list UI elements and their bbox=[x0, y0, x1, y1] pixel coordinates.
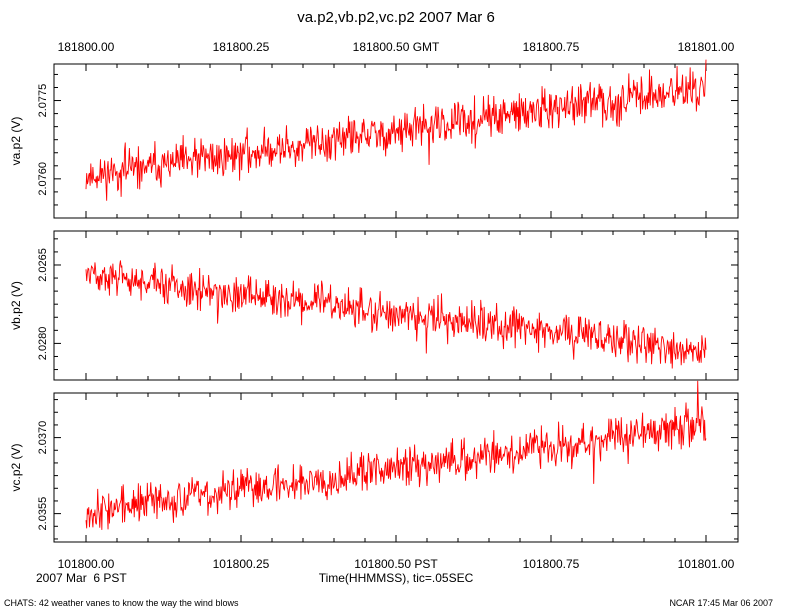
top-axis-tick-labels: 181800.00 181800.25 181800.50 GMT 181800… bbox=[58, 40, 735, 54]
y-tick-label: 2.0355 bbox=[37, 497, 49, 531]
y-tick-label: 2.0370 bbox=[37, 421, 49, 455]
series-line-vb.p2 bbox=[85, 260, 707, 369]
y-tick-label: 2.0775 bbox=[37, 84, 49, 118]
bottom-tick-label: 101800.25 bbox=[213, 557, 270, 571]
date-label: 2007 Mar 6 PST bbox=[36, 571, 127, 585]
plot-frame bbox=[53, 230, 739, 381]
top-tick-label: 181801.00 bbox=[678, 40, 735, 54]
top-tick-label: 181800.00 bbox=[58, 40, 115, 54]
y-axis-label: vb.p2 (V) bbox=[9, 281, 23, 330]
series-line-vc.p2 bbox=[85, 380, 707, 530]
bottom-axis-tick-labels: 101800.00 101800.25 101800.50 PST 101800… bbox=[58, 557, 735, 571]
y-tick-label: 2.0760 bbox=[37, 162, 49, 196]
top-tick-label: 181800.75 bbox=[523, 40, 580, 54]
bottom-tick-label: 101800.00 bbox=[58, 557, 115, 571]
series-line-va.p2 bbox=[85, 59, 707, 201]
y-tick-label: 2.0265 bbox=[37, 248, 49, 282]
plot-panel-1: 2.0760 2.0775 va.p2 (V) bbox=[9, 59, 739, 219]
x-axis-label: Time(HHMMSS), tic=.05SEC bbox=[319, 571, 474, 585]
footer-right: NCAR 17:45 Mar 06 2007 bbox=[669, 598, 773, 608]
y-axis-label: vc.p2 (V) bbox=[9, 443, 23, 491]
plot-panel-2: 2.0280 2.0265 vb.p2 (V) bbox=[9, 230, 739, 381]
bottom-tick-label: 101800.50 PST bbox=[354, 557, 438, 571]
top-tick-label: 181800.25 bbox=[213, 40, 270, 54]
bottom-tick-label: 101801.00 bbox=[678, 557, 735, 571]
footer-left: CHATS: 42 weather vanes to know the way … bbox=[4, 598, 239, 608]
plot-panel-3: 2.0370 2.0355 vc.p2 (V) bbox=[9, 380, 739, 543]
top-tick-label: 181800.50 GMT bbox=[353, 40, 440, 54]
y-axis-label: va.p2 (V) bbox=[9, 117, 23, 166]
bottom-tick-label: 101800.75 bbox=[523, 557, 580, 571]
chart-title: va.p2,vb.p2,vc.p2 2007 Mar 6 bbox=[297, 9, 495, 26]
y-tick-label: 2.0280 bbox=[37, 327, 49, 361]
